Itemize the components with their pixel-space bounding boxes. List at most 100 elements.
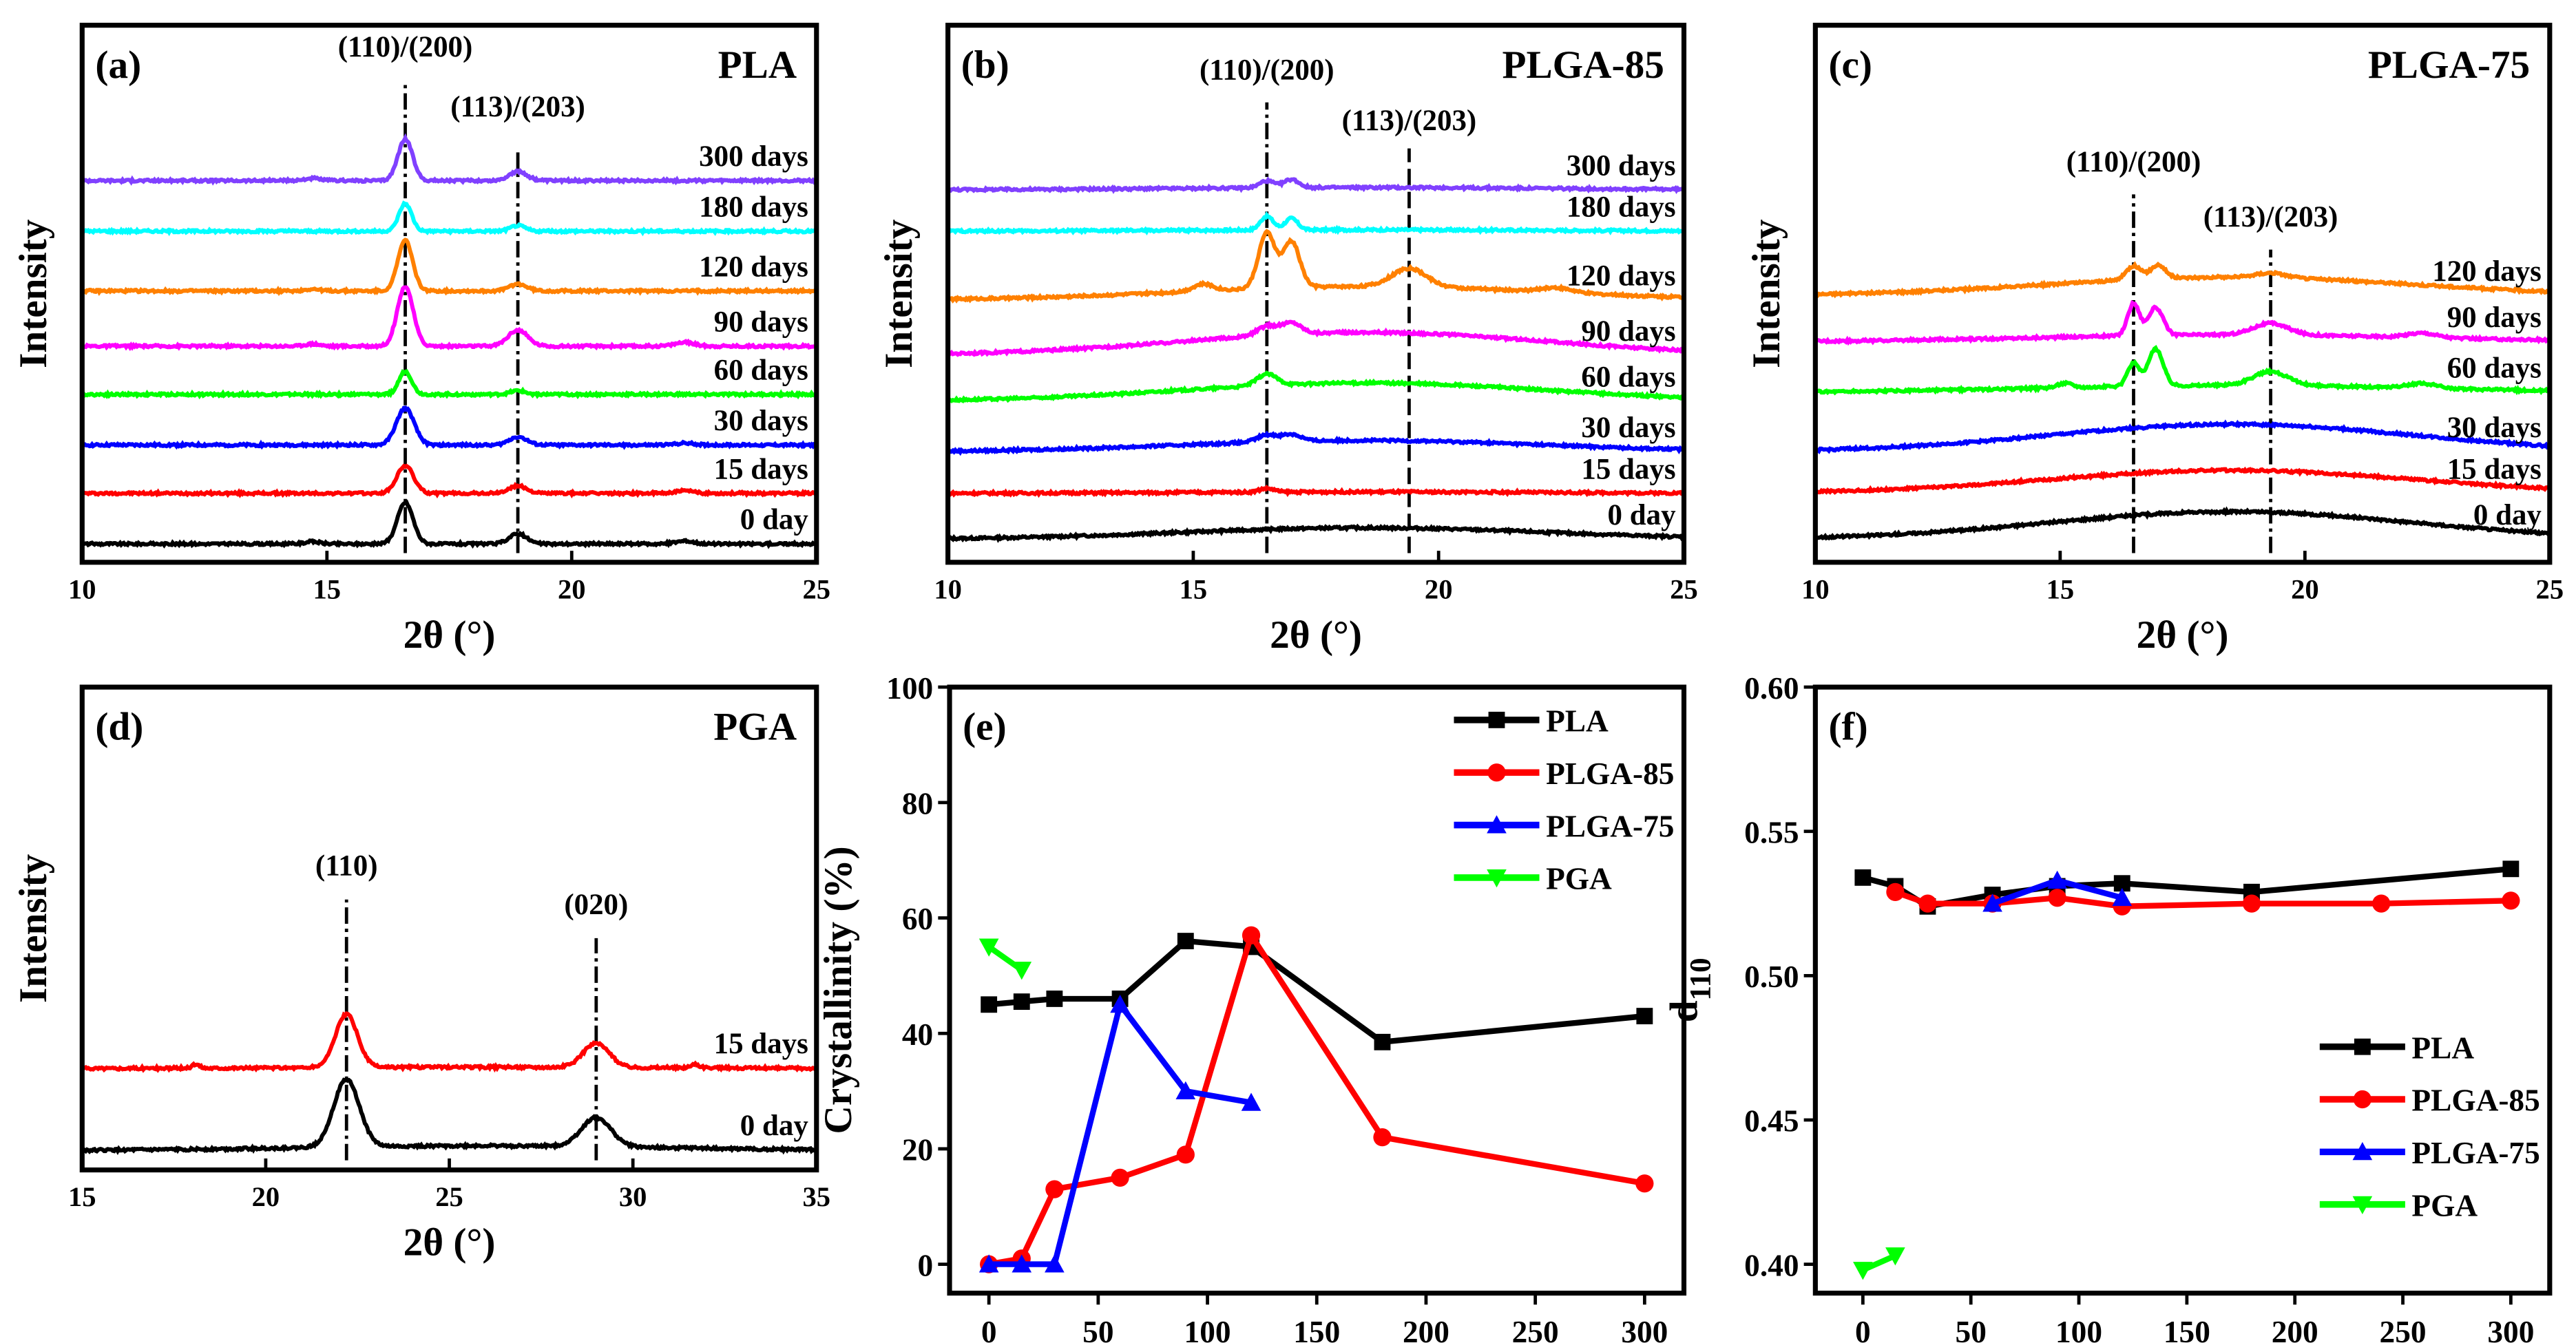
series-line — [989, 997, 1252, 1267]
x-axis-label: 2θ (°) — [1270, 613, 1362, 657]
peak-annotation: (113)/(203) — [2203, 201, 2338, 233]
xrd-panel-pga: 15 20 25 30 35 2θ (°) Intensity 0 day 15 days (11… — [12, 684, 830, 1265]
y-tick-label: 0.40 — [1744, 1248, 1799, 1282]
x-tick-label: 100 — [2055, 1315, 2102, 1343]
legend-item: PLGA-75 — [2319, 1136, 2540, 1170]
y-tick-label: 20 — [902, 1133, 933, 1167]
legend-item: PLGA-75 — [1454, 809, 1674, 843]
y-tick-label: 0.45 — [1744, 1104, 1799, 1139]
data-point — [1487, 815, 1507, 834]
peak-annotation: (110)/(200) — [2066, 146, 2201, 178]
data-point — [2112, 887, 2133, 907]
y-axis-label: Crystallinity (%) — [817, 846, 860, 1134]
data-point — [1012, 962, 1032, 980]
xrd-trace — [80, 285, 818, 352]
trace-label: 60 days — [1581, 361, 1675, 394]
data-point — [1886, 882, 1905, 901]
x-tick-label: 20 — [2291, 573, 2319, 604]
x-tick-label: 25 — [802, 573, 830, 604]
peak-annotation: (113)/(203) — [450, 91, 585, 123]
trace-label: 30 days — [1581, 412, 1675, 444]
trace-label: 15 days — [2447, 453, 2542, 485]
trace-label: 90 days — [2447, 302, 2542, 334]
trace-label: 90 days — [714, 306, 808, 338]
series-line — [988, 938, 1645, 1046]
trace-label: 60 days — [2447, 352, 2542, 384]
y-axis-label-subscript: 110 — [1685, 958, 1717, 1000]
trace-label: 0 day — [2473, 499, 2542, 531]
y-tick-label: 0.60 — [1744, 671, 1799, 706]
xrd-trace — [947, 430, 1685, 456]
data-point — [1487, 869, 1507, 888]
legend-item: PLA — [1454, 704, 1609, 739]
data-point — [2113, 875, 2130, 892]
panel-letter: (a) — [95, 43, 141, 87]
data-point — [981, 996, 998, 1013]
panel-letter: (e) — [963, 706, 1007, 749]
data-point — [2048, 889, 2066, 907]
trace-label: 15 days — [1581, 453, 1675, 485]
legend-label: PLGA-75 — [1546, 809, 1674, 843]
trace-label: 60 days — [714, 355, 808, 387]
x-tick-label: 0 — [1855, 1315, 1871, 1343]
xrd-trace — [1814, 419, 2551, 454]
trace-label: 180 days — [699, 191, 808, 223]
panel-title: PGA — [713, 706, 797, 749]
trace-label: 30 days — [714, 405, 808, 437]
legend-label: PLA — [2411, 1030, 2474, 1065]
legend-item: PGA — [2319, 1188, 2478, 1223]
x-tick-label: 20 — [558, 573, 586, 604]
x-tick-label: 100 — [1184, 1315, 1231, 1343]
xrd-trace — [947, 523, 1686, 543]
x-tick-label: 10 — [934, 573, 962, 604]
trace-label: 120 days — [1567, 260, 1676, 293]
xrd-trace — [81, 499, 818, 549]
data-point — [1374, 1033, 1391, 1050]
trace-label: 30 days — [2447, 412, 2542, 444]
xrd-trace — [81, 200, 819, 237]
x-tick-label: 15 — [68, 1181, 96, 1212]
x-tick-label: 0 — [981, 1315, 997, 1343]
trace-label: 300 days — [699, 140, 808, 173]
series-line — [988, 928, 1646, 1267]
trace-label: 90 days — [1581, 315, 1675, 348]
xrd-trace — [947, 485, 1685, 498]
x-axis-label: 2θ (°) — [2137, 613, 2229, 657]
panel-title: PLA — [718, 43, 797, 87]
xrd-trace — [946, 211, 1686, 236]
plot-frame — [79, 23, 819, 565]
plot-frame — [79, 684, 819, 1173]
panel-letter: (c) — [1828, 43, 1872, 87]
legend-label: PGA — [2411, 1188, 2478, 1223]
peak-annotation: (110) — [315, 850, 378, 882]
y-tick-label: 0.55 — [1744, 815, 1799, 849]
data-point — [2502, 891, 2520, 910]
data-point — [978, 938, 999, 957]
data-point — [1918, 894, 1937, 913]
plot-frame — [1812, 23, 2553, 565]
trend-panel-4: 050100150200250300020406080100Degradatio… — [817, 671, 1687, 1343]
data-point — [2352, 1196, 2373, 1215]
trace-label: 0 day — [740, 504, 809, 536]
data-point — [1111, 1168, 1129, 1187]
peak-annotation: (110)/(200) — [338, 31, 473, 63]
y-axis-label: Intensity — [12, 854, 55, 1003]
xrd-trace — [946, 229, 1685, 304]
series-line — [1894, 889, 2511, 909]
trace-label: 0 day — [740, 1110, 809, 1142]
data-point — [1175, 1081, 1196, 1100]
trace-label: 120 days — [699, 251, 808, 283]
data-point — [1110, 994, 1130, 1013]
peak-annotation: (113)/(203) — [1342, 105, 1477, 137]
x-axis-label: 2θ (°) — [404, 1221, 496, 1265]
x-tick-label: 15 — [2046, 573, 2075, 604]
legend-label: PLGA-85 — [2411, 1083, 2540, 1118]
data-point — [1045, 1180, 1064, 1198]
data-point — [1176, 1145, 1195, 1164]
legend-item: PLA — [2319, 1030, 2474, 1065]
xrd-trace — [81, 369, 819, 400]
xrd-panel-plga-85: 10 15 20 25 2θ (°) Intensity 0 day 15 days 30 da… — [877, 23, 1698, 657]
y-axis-label: Intensity — [12, 219, 55, 368]
data-point — [1045, 1254, 1065, 1273]
